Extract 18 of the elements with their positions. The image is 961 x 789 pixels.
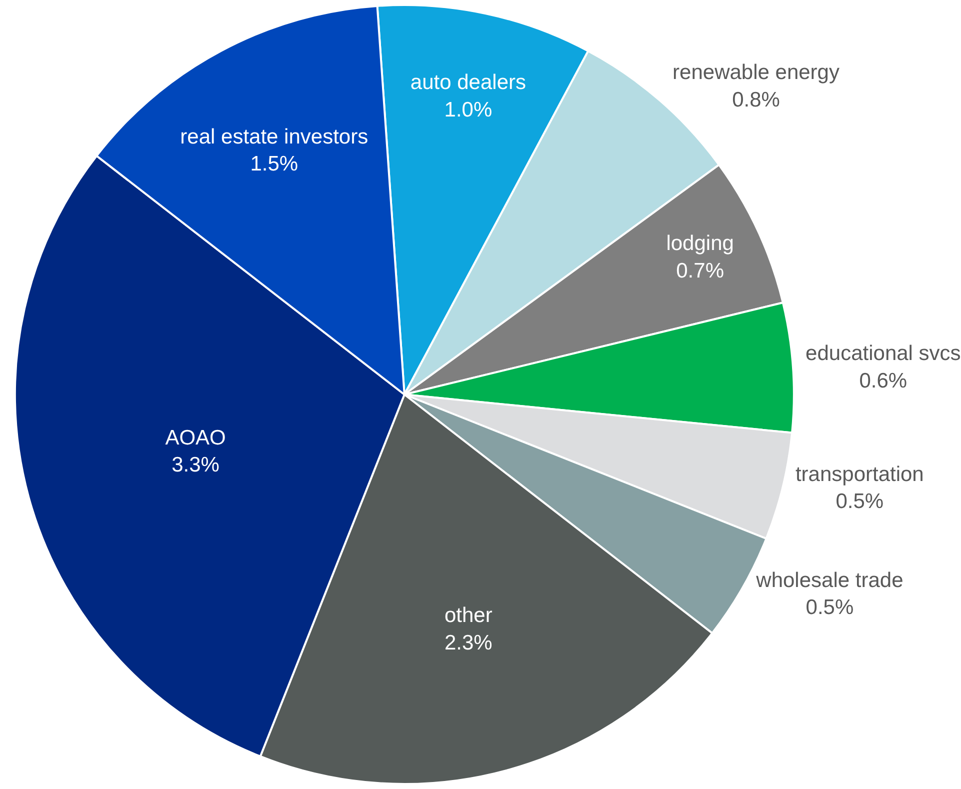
slice-label: renewable energy [672,61,840,84]
slice-label: lodging [666,232,734,256]
slice-label: real estate investors [180,125,368,148]
data-label: 1.5% [250,152,298,176]
data-label: 0.5% [836,490,884,514]
data-label: 3.3% [172,454,220,477]
slice-label: transportation [795,462,924,486]
data-label: 1.0% [444,98,492,122]
slice-label: other [444,604,492,628]
slice-label: educational svcs [806,342,961,366]
data-label: 0.8% [732,88,780,112]
data-label: 2.3% [444,631,492,654]
slice-label: wholesale trade [755,568,904,592]
data-label: 0.6% [859,369,908,392]
slice-label: auto dealers [410,71,526,94]
slice-label: AOAO [165,426,226,450]
data-label: 0.5% [806,596,854,620]
data-label: 0.7% [676,259,724,282]
